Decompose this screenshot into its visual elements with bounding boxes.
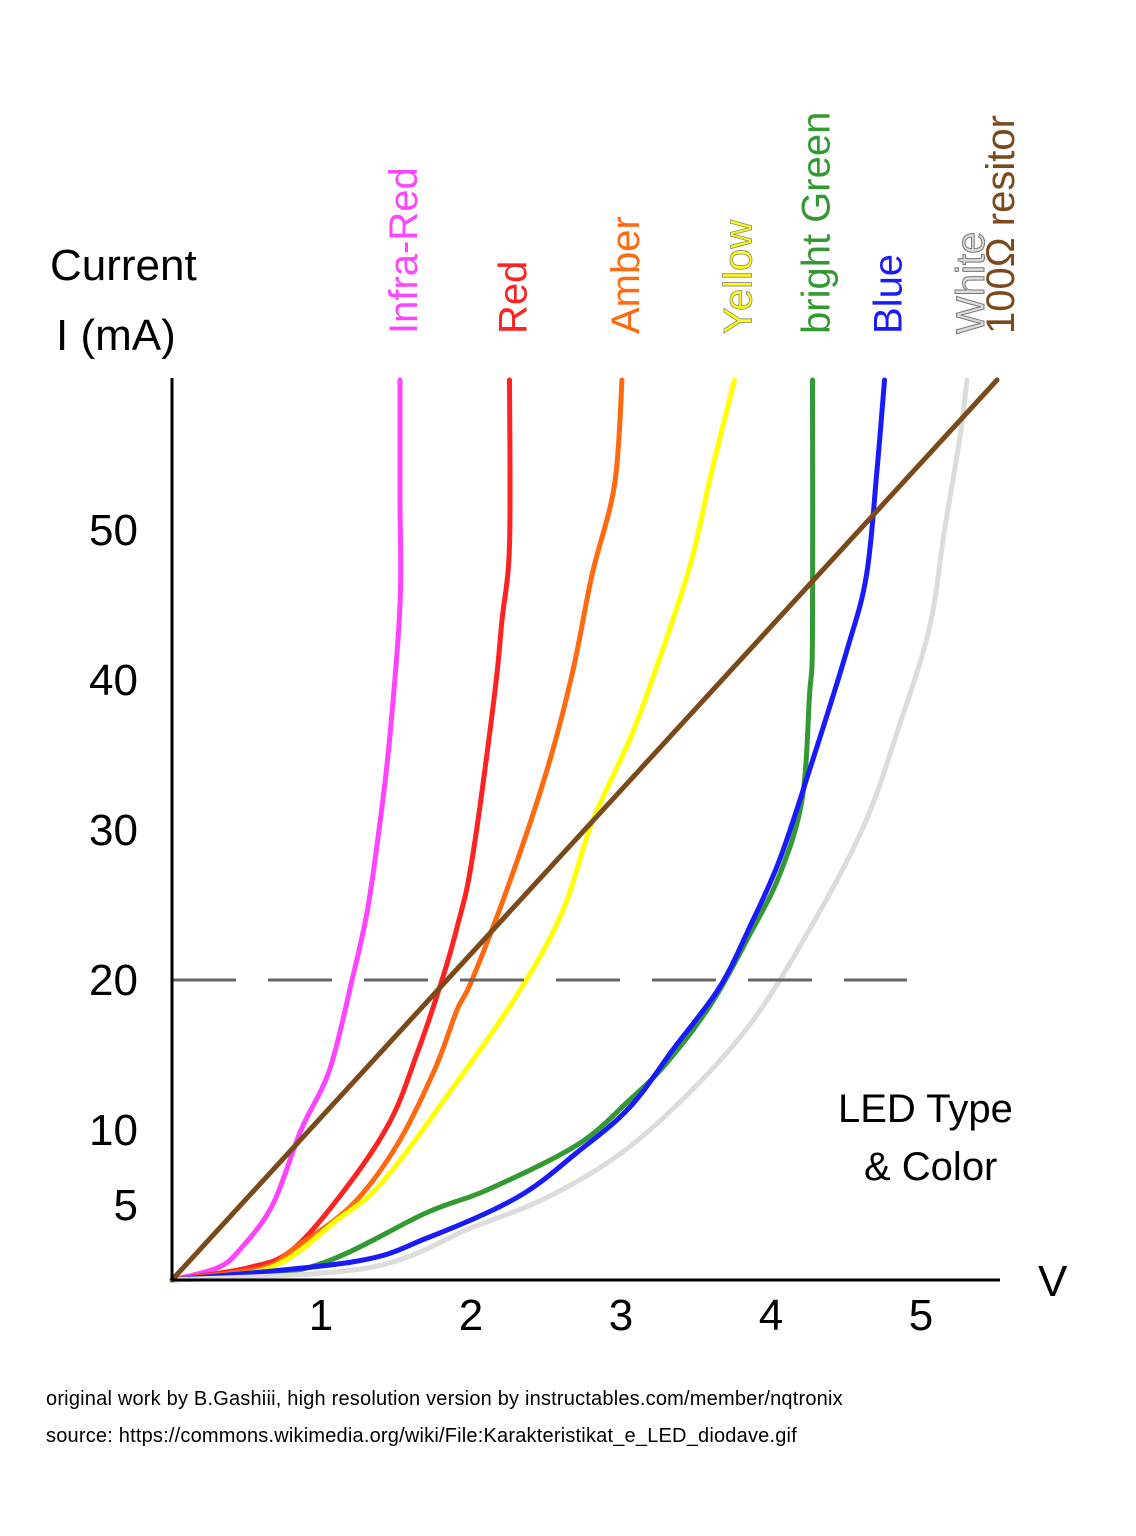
series-line-yellow: [169, 377, 737, 1283]
series-line-infra-red: [169, 377, 404, 1283]
series-line-white: [169, 377, 970, 1283]
series-line-100-resitor: [169, 377, 1000, 1283]
annotation-line2: & Color: [864, 1145, 997, 1189]
series-line-blue: [169, 377, 887, 1283]
y-tick-label-10: 10: [89, 1106, 138, 1155]
x-tick-label-1: 1: [309, 1291, 333, 1340]
y-tick-labels: 5 10 20 30 40 50: [89, 506, 138, 1230]
series-line-amber: [169, 377, 625, 1283]
y-tick-label-40: 40: [89, 656, 138, 705]
series-label-100-resitor: 100Ω resitor: [979, 115, 1023, 334]
iv-characteristic-chart: Infra-Red Red Amber Yellow bright Green Blue W…: [50, 112, 1068, 1340]
credit-line-1: original work by B.Gashiii, high resolut…: [46, 1388, 843, 1410]
credit-line-2: source: https://commons.wikimedia.org/wi…: [46, 1425, 797, 1447]
series-line-red: [169, 377, 513, 1283]
series-label-red: Red: [492, 261, 536, 334]
series-label-white: White: [949, 232, 993, 334]
y-tick-label-5: 5: [114, 1181, 138, 1230]
series-label-yellow: Yellow: [717, 220, 761, 334]
y-tick-label-50: 50: [89, 506, 138, 555]
series-label-amber: Amber: [604, 216, 648, 334]
y-axis-title-line1: Current: [50, 241, 197, 290]
x-tick-labels: 1 2 3 4 5: [309, 1291, 933, 1340]
series-label-bright-green: bright Green: [795, 112, 839, 334]
annotation-line1: LED Type: [838, 1087, 1013, 1131]
y-tick-label-20: 20: [89, 956, 138, 1005]
series-label-infra-red: Infra-Red: [382, 167, 426, 334]
label-layer: Infra-Red Red Amber Yellow bright Green Blue W…: [382, 112, 1023, 335]
x-tick-label-5: 5: [909, 1291, 933, 1340]
series-label-blue: Blue: [867, 254, 911, 334]
y-axis-title-line2: I (mA): [56, 311, 176, 360]
x-tick-label-2: 2: [459, 1291, 483, 1340]
series-layer: [169, 377, 1000, 1283]
series-line-bright-green: [169, 377, 816, 1283]
x-axis-title: V: [1038, 1257, 1068, 1306]
x-tick-label-3: 3: [609, 1291, 633, 1340]
y-tick-label-30: 30: [89, 806, 138, 855]
x-tick-label-4: 4: [759, 1291, 783, 1340]
